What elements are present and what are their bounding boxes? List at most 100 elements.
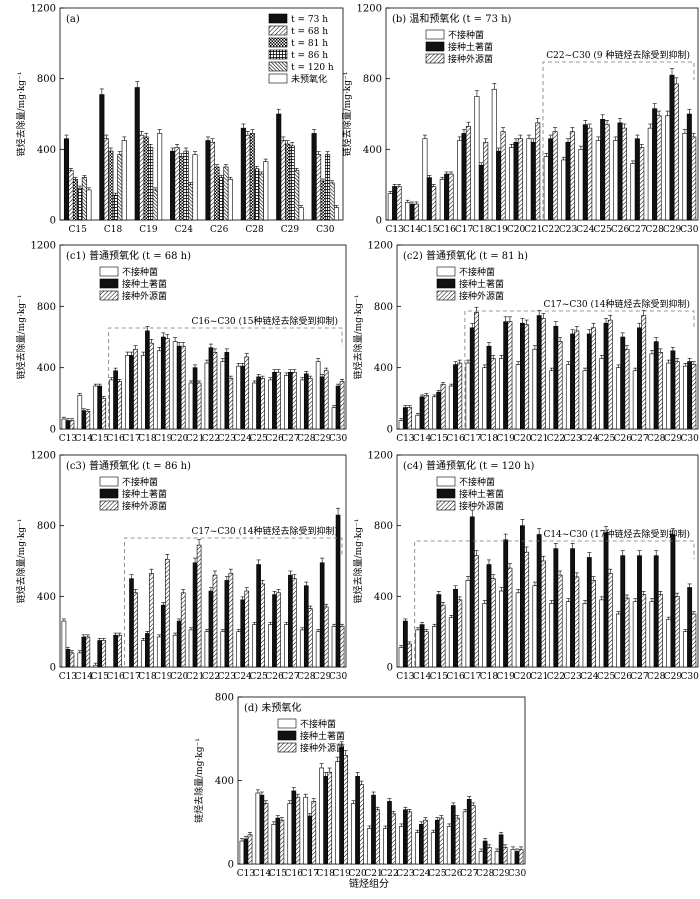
legend-swatch	[436, 488, 456, 499]
legend-label: 未预氧化	[291, 73, 327, 85]
bar-b-hatch-C21	[535, 122, 541, 221]
bar-c3-white-C24	[236, 631, 242, 668]
bar-d-hatch-C26	[454, 817, 460, 865]
y-tick-label: 1200	[31, 451, 56, 462]
legend-swatch	[268, 37, 288, 48]
legend-swatch	[99, 476, 119, 487]
x-tick-label: C23	[559, 225, 578, 235]
bar-c3-white-C28	[299, 629, 305, 668]
bar-c4-white-C27	[632, 601, 638, 668]
bar-c2-white-C29	[666, 362, 672, 430]
x-tick-label: C18	[138, 672, 157, 682]
y-tick-label: 400	[215, 776, 234, 787]
bar-a-grid-C15	[77, 187, 83, 221]
bar-d-hatch-C14	[263, 803, 269, 865]
bar-c1-white-C23	[220, 361, 226, 430]
bar-c4-white-C14	[415, 629, 421, 668]
bar-c1-black-C19	[160, 336, 166, 430]
bar-b-black-C13	[392, 186, 398, 221]
bar-c4-hatch-C26	[624, 597, 630, 668]
bar-c2-white-C21	[532, 348, 538, 430]
x-tick-label: C16	[106, 434, 125, 444]
bar-b-black-C30	[686, 113, 692, 221]
bar-b-white-C30	[682, 133, 688, 221]
bar-b-black-C19	[496, 150, 502, 221]
bar-c1-black-C21	[192, 367, 198, 430]
legend-label: t = 120 h	[291, 63, 334, 73]
y-tick-label: 1200	[368, 451, 393, 462]
legend-swatch	[425, 29, 445, 40]
y-tick-label: 0	[50, 425, 56, 436]
bar-c2-black-C23	[570, 333, 576, 430]
bar-c2-hatch-C20	[524, 324, 530, 430]
bar-d-hatch-C23	[407, 811, 412, 865]
x-tick-label: C16	[446, 672, 465, 682]
bar-d-hatch-C13	[247, 834, 253, 865]
y-axis-title: 链烃去除量/mg·kg⁻¹	[341, 72, 353, 157]
bar-d-hatch-C25	[439, 817, 444, 865]
bar-a-dense-C19	[152, 189, 158, 221]
bar-c2-white-C26	[616, 367, 621, 430]
bar-c3-hatch-C19	[164, 558, 170, 668]
x-tick-label: C14	[413, 672, 432, 682]
x-tick-label: C26	[614, 434, 633, 444]
legend-swatch	[277, 730, 297, 741]
x-tick-label: C25	[597, 672, 616, 682]
bar-d-black-C17	[307, 815, 313, 865]
bar-d-black-C20	[355, 776, 360, 865]
bar-c2-white-C17	[465, 362, 471, 430]
panel-title: (c1) 普通预氧化 (t = 68 h)	[66, 249, 191, 262]
bar-a-grid-C30	[325, 154, 331, 221]
bar-b-white-C28	[647, 127, 653, 221]
bar-c1-black-C16	[113, 370, 118, 430]
bar-d-white-C20	[351, 803, 356, 865]
x-tick-label: C27	[281, 672, 300, 682]
bar-d-hatch-C15	[279, 819, 285, 865]
bar-d-white-C23	[399, 826, 404, 865]
bar-c1-white-C19	[156, 350, 162, 430]
legend-label: 不接种菌	[448, 29, 484, 41]
bar-d-white-C17	[303, 796, 309, 865]
x-tick-label: C21	[530, 434, 548, 444]
bar-c2-hatch-C22	[557, 341, 563, 430]
bar-d-hatch-C28	[486, 846, 492, 865]
bar-c1-black-C17	[129, 355, 134, 430]
bar-c4-hatch-C23	[574, 576, 580, 668]
legend-swatch	[277, 742, 297, 753]
x-tick-label: C15	[420, 225, 439, 235]
y-tick-label: 800	[363, 74, 382, 85]
x-tick-label: C28	[647, 434, 666, 444]
x-tick-label: C27	[630, 672, 649, 682]
x-axis-title: 链烃组分	[349, 877, 389, 890]
legend-swatch	[436, 290, 456, 301]
bar-b-white-C23	[561, 159, 567, 221]
x-tick-label: C20	[513, 672, 532, 682]
panel-c1: 04008001200链烃去除量/mg·kg⁻¹C13C14C15C16C17C…	[15, 241, 347, 445]
x-tick-label: C21	[186, 434, 204, 444]
panel-b: 04008001200链烃去除量/mg·kg⁻¹C13C14C15C16C17C…	[341, 4, 699, 236]
bar-c1-black-C30	[335, 385, 341, 430]
x-tick-label: C17	[122, 434, 141, 444]
bar-d-white-C16	[287, 803, 293, 865]
x-tick-label: C19	[489, 225, 508, 235]
y-tick-label: 800	[37, 74, 56, 85]
panel-title: (b) 温和预氧化 (t = 73 h)	[392, 12, 512, 25]
x-tick-label: C27	[460, 869, 479, 879]
bar-a-white-C26	[227, 179, 233, 221]
legend-swatch	[436, 278, 456, 289]
plot-frame	[396, 244, 699, 430]
bar-a-hatch-C19	[139, 134, 145, 221]
bar-c4-hatch-C29	[674, 596, 680, 668]
panel-title: (a)	[66, 14, 80, 25]
bar-d-hatch-C17	[311, 801, 317, 865]
panel-a: 0 400 800 1200 链烃去除量/mg·kg⁻¹ C15 C18 C19 C24 C26 C…	[15, 4, 344, 235]
annotation-text: C16~C30 (15种链烃去除受到抑制)	[191, 315, 338, 327]
x-tick-label: C21	[186, 672, 204, 682]
bar-c1-hatch-C16	[117, 381, 122, 430]
x-tick-label: C24	[580, 434, 599, 444]
x-tick-label: C22	[380, 869, 398, 879]
bar-c2-black-C15	[436, 391, 442, 430]
suppression-bracket	[464, 310, 695, 427]
bar-c2-white-C20	[515, 364, 521, 430]
x-tick-label: C25	[597, 434, 616, 444]
